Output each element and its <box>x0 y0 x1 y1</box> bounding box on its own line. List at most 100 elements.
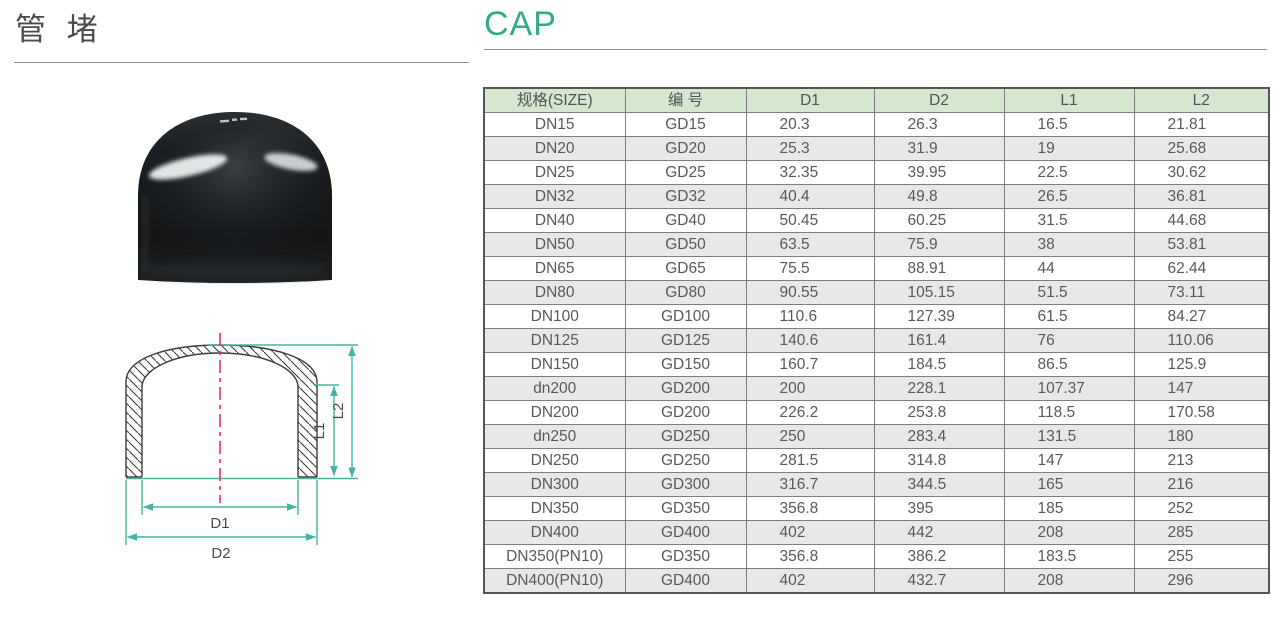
table-cell: DN300 <box>483 472 626 497</box>
column-header-1: 编 号 <box>624 87 747 113</box>
table-cell: 30.62 <box>1133 160 1270 185</box>
table-cell: 20.3 <box>745 112 875 137</box>
table-cell: GD50 <box>624 232 747 257</box>
table-cell: 44.68 <box>1133 208 1270 233</box>
table-cell: DN25 <box>483 160 626 185</box>
table-cell: 165 <box>1003 472 1135 497</box>
table-cell: 25.68 <box>1133 136 1270 161</box>
table-cell: 255 <box>1133 544 1270 569</box>
table-cell: 216 <box>1133 472 1270 497</box>
table-cell: DN40 <box>483 208 626 233</box>
table-cell: 208 <box>1003 520 1135 545</box>
table-cell: GD400 <box>624 520 747 545</box>
table-cell: 131.5 <box>1003 424 1135 449</box>
table-row: dn250 GD250 250 283.4 131.5 180 <box>483 424 1270 449</box>
table-cell: GD125 <box>624 328 747 353</box>
d2-dimension-label: D2 <box>211 545 230 562</box>
table-cell: 160.7 <box>745 352 875 377</box>
table-cell: 73.11 <box>1133 280 1270 305</box>
table-cell: 253.8 <box>873 400 1005 425</box>
table-cell: 356.8 <box>745 496 875 521</box>
table-cell: 344.5 <box>873 472 1005 497</box>
table-cell: 296 <box>1133 568 1270 594</box>
table-cell: 75.9 <box>873 232 1005 257</box>
table-cell: 107.37 <box>1003 376 1135 401</box>
table-cell: 38 <box>1003 232 1135 257</box>
table-cell: 88.91 <box>873 256 1005 281</box>
table-cell: GD200 <box>624 400 747 425</box>
table-row: DN125 GD125 140.6 161.4 76 110.06 <box>483 328 1270 353</box>
table-cell: DN65 <box>483 256 626 281</box>
cap-specification-table: 规格(SIZE) 编 号 D1 D2 L1 L2 DN15 GD15 20.3 26.3 16.5… <box>483 87 1270 594</box>
table-cell: GD400 <box>624 568 747 594</box>
cap-photo-illustration <box>138 112 332 283</box>
table-cell: 386.2 <box>873 544 1005 569</box>
table-cell: 316.7 <box>745 472 875 497</box>
table-cell: 90.55 <box>745 280 875 305</box>
table-cell: 285 <box>1133 520 1270 545</box>
table-cell: GD250 <box>624 424 747 449</box>
table-cell: 432.7 <box>873 568 1005 594</box>
table-cell: GD200 <box>624 376 747 401</box>
table-cell: GD250 <box>624 448 747 473</box>
table-cell: DN125 <box>483 328 626 353</box>
table-cell: GD25 <box>624 160 747 185</box>
table-cell: DN15 <box>483 112 626 137</box>
table-row: DN150 GD150 160.7 184.5 86.5 125.9 <box>483 352 1270 377</box>
column-header-4: L1 <box>1003 87 1135 113</box>
table-row: DN400 GD400 402 442 208 285 <box>483 520 1270 545</box>
table-cell: 226.2 <box>745 400 875 425</box>
table-cell: 228.1 <box>873 376 1005 401</box>
table-cell: 63.5 <box>745 232 875 257</box>
table-cell: 140.6 <box>745 328 875 353</box>
table-cell: GD15 <box>624 112 747 137</box>
table-cell: 16.5 <box>1003 112 1135 137</box>
table-cell: DN400 <box>483 520 626 545</box>
table-row: DN200 GD200 226.2 253.8 118.5 170.58 <box>483 400 1270 425</box>
table-cell: 183.5 <box>1003 544 1135 569</box>
table-cell: 61.5 <box>1003 304 1135 329</box>
table-cell: GD150 <box>624 352 747 377</box>
cap-wall-hatching <box>126 345 317 477</box>
product-photo-cap <box>128 104 342 284</box>
table-cell: 19 <box>1003 136 1135 161</box>
d1-extension-lines <box>141 480 299 515</box>
table-row: DN20 GD20 25.3 31.9 19 25.68 <box>483 136 1270 161</box>
table-cell: 31.9 <box>873 136 1005 161</box>
table-row: DN32 GD32 40.4 49.8 26.5 36.81 <box>483 184 1270 209</box>
table-row: DN50 GD50 63.5 75.9 38 53.81 <box>483 232 1270 257</box>
table-cell: 147 <box>1003 448 1135 473</box>
table-cell: 125.9 <box>1133 352 1270 377</box>
table-cell: DN200 <box>483 400 626 425</box>
table-cell: 22.5 <box>1003 160 1135 185</box>
table-cell: 442 <box>873 520 1005 545</box>
table-row: dn200 GD200 200 228.1 107.37 147 <box>483 376 1270 401</box>
table-cell: 184.5 <box>873 352 1005 377</box>
table-cell: 53.81 <box>1133 232 1270 257</box>
table-cell: 44 <box>1003 256 1135 281</box>
table-cell: DN100 <box>483 304 626 329</box>
table-cell: 105.15 <box>873 280 1005 305</box>
table-cell: 110.06 <box>1133 328 1270 353</box>
table-cell: 402 <box>745 568 875 594</box>
table-cell: 180 <box>1133 424 1270 449</box>
table-cell: 49.8 <box>873 184 1005 209</box>
table-cell: DN80 <box>483 280 626 305</box>
table-row: DN400(PN10) GD400 402 432.7 208 296 <box>483 568 1270 594</box>
table-row: DN300 GD300 316.7 344.5 165 216 <box>483 472 1270 497</box>
table-cell: 250 <box>745 424 875 449</box>
column-header-3: D2 <box>873 87 1005 113</box>
table-cell: 395 <box>873 496 1005 521</box>
l2-dimension-label: L2 <box>330 403 347 420</box>
table-cell: 26.5 <box>1003 184 1135 209</box>
right-divider-line <box>484 49 1267 50</box>
table-cell: 32.35 <box>745 160 875 185</box>
table-cell: 208 <box>1003 568 1135 594</box>
table-cell: DN50 <box>483 232 626 257</box>
table-cell: DN150 <box>483 352 626 377</box>
table-cell: 84.27 <box>1133 304 1270 329</box>
table-cell: DN20 <box>483 136 626 161</box>
table-cell: GD20 <box>624 136 747 161</box>
table-cell: 26.3 <box>873 112 1005 137</box>
column-header-5: L2 <box>1133 87 1270 113</box>
